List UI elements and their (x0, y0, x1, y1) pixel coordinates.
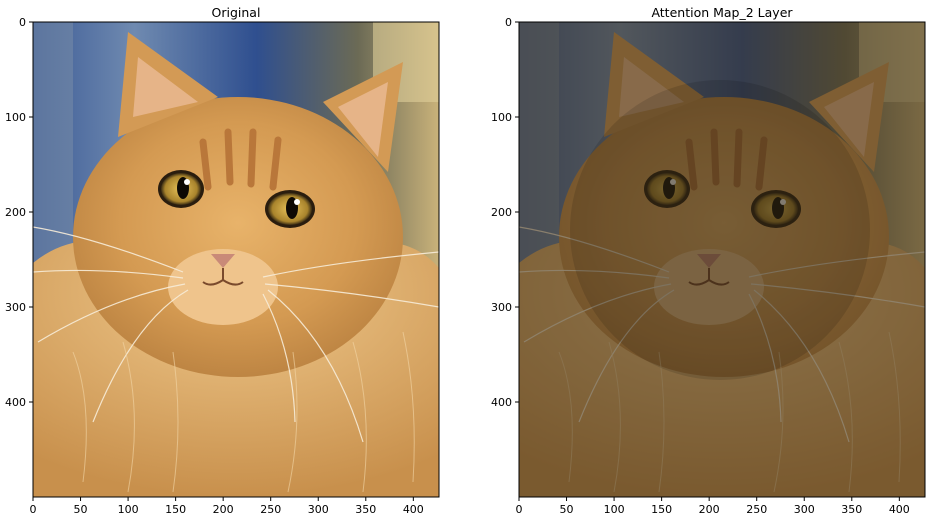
x-tick-label: 200 (699, 503, 720, 516)
right-axes-frame (518, 21, 926, 498)
y-tick-label: 0 (19, 16, 26, 29)
y-tick-label: 0 (505, 16, 512, 29)
panel-title-original: Original (211, 5, 261, 20)
panel-title-attention: Attention Map_2 Layer (651, 5, 793, 20)
x-tick-label: 0 (30, 503, 37, 516)
x-tick-label: 300 (308, 503, 329, 516)
x-tick-label: 300 (794, 503, 815, 516)
x-tick-label: 150 (651, 503, 672, 516)
y-tick-label: 100 (491, 111, 512, 124)
y-tick-label: 300 (491, 301, 512, 314)
x-tick-label: 100 (604, 503, 625, 516)
x-tick-label: 50 (74, 503, 88, 516)
x-tick-label: 400 (889, 503, 910, 516)
x-tick-label: 100 (118, 503, 139, 516)
x-tick-label: 250 (746, 503, 767, 516)
x-tick-label: 50 (560, 503, 574, 516)
y-tick-label: 200 (491, 206, 512, 219)
original-cat-image (23, 22, 449, 497)
y-tick-label: 400 (491, 396, 512, 409)
y-tick-label: 400 (5, 396, 26, 409)
x-tick-label: 200 (213, 503, 234, 516)
right-axis-ticks: 0 50 100 150 200 250 300 350 400 0 100 200 300 400 (491, 16, 910, 516)
attention-map-image (519, 22, 925, 497)
y-tick-label: 100 (5, 111, 26, 124)
x-tick-label: 150 (165, 503, 186, 516)
x-tick-label: 350 (841, 503, 862, 516)
y-tick-label: 300 (5, 301, 26, 314)
x-tick-label: 400 (403, 503, 424, 516)
x-tick-label: 350 (355, 503, 376, 516)
left-axes-frame (32, 21, 440, 498)
x-tick-label: 250 (260, 503, 281, 516)
left-axis-ticks: 0 50 100 150 200 250 300 350 400 0 100 200 300 400 (5, 16, 424, 516)
x-tick-label: 0 (516, 503, 523, 516)
y-tick-label: 200 (5, 206, 26, 219)
